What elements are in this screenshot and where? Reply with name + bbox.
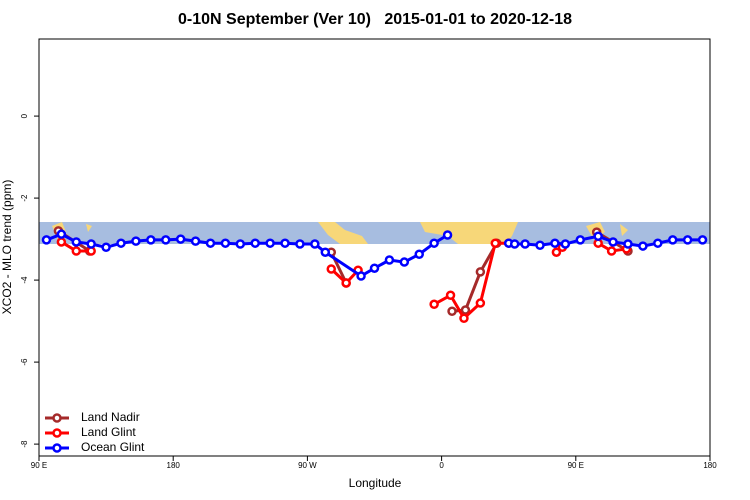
y-tick-label: -6 xyxy=(20,358,29,366)
data-point xyxy=(550,238,560,248)
data-point xyxy=(265,238,275,248)
data-point xyxy=(560,239,571,249)
x-tick-label: 180 xyxy=(703,461,717,470)
data-point xyxy=(235,239,246,249)
data-point xyxy=(131,236,141,246)
legend-marker xyxy=(52,413,62,423)
data-point xyxy=(116,238,126,248)
data-point xyxy=(356,271,366,281)
series-line xyxy=(451,242,499,313)
data-point xyxy=(475,267,486,277)
data-point xyxy=(682,235,693,245)
data-point xyxy=(653,238,663,248)
y-tick-label: 0 xyxy=(20,113,29,118)
plot-frame xyxy=(38,38,711,457)
land xyxy=(318,222,368,244)
legend-marker xyxy=(52,443,62,453)
data-point xyxy=(509,239,520,249)
chart-title: 0-10N September (Ver 10) 2015-01-01 to 2… xyxy=(178,11,572,28)
data-point xyxy=(638,241,648,251)
data-point xyxy=(475,298,486,308)
data-point xyxy=(280,238,290,248)
data-point xyxy=(86,239,96,249)
x-tick-label: 0 xyxy=(439,461,444,470)
data-point xyxy=(442,230,453,240)
data-point xyxy=(326,264,337,274)
x-tick-label: 90 E xyxy=(31,461,47,470)
data-point xyxy=(101,242,111,253)
data-point xyxy=(369,263,380,273)
data-point xyxy=(414,249,424,260)
legend-label: Ocean Glint xyxy=(81,440,145,454)
data-point xyxy=(445,290,456,301)
legend-marker xyxy=(52,428,62,438)
y-tick-label: -8 xyxy=(20,440,29,448)
y-axis-label: XCO2 - MLO trend (ppm) xyxy=(0,180,14,315)
ocean-strip xyxy=(39,222,710,244)
x-tick-label: 90 W xyxy=(298,461,317,470)
data-point xyxy=(551,247,562,257)
data-point xyxy=(429,299,439,310)
data-point xyxy=(190,236,201,246)
data-point xyxy=(535,240,545,250)
legend-label: Land Glint xyxy=(81,425,136,439)
data-point xyxy=(429,238,439,248)
data-point xyxy=(575,235,586,245)
data-point xyxy=(608,237,618,247)
data-point xyxy=(341,278,351,288)
data-point xyxy=(593,231,603,241)
series-line xyxy=(433,241,509,321)
data-point xyxy=(310,239,320,249)
data-point xyxy=(399,257,410,267)
data-point xyxy=(460,305,471,315)
data-point xyxy=(295,239,305,249)
data-point xyxy=(490,238,501,248)
data-point xyxy=(71,237,82,247)
x-tick-label: 180 xyxy=(167,461,181,470)
data-point xyxy=(146,235,156,245)
data-point xyxy=(606,246,617,256)
data-point xyxy=(447,306,457,317)
data-point xyxy=(41,235,52,245)
data-point xyxy=(175,234,186,244)
data-point xyxy=(56,237,67,247)
y-tick-label: -4 xyxy=(20,276,29,284)
data-point xyxy=(320,247,331,257)
land xyxy=(420,222,518,244)
data-point xyxy=(205,238,216,248)
data-point xyxy=(459,313,469,323)
legend-label: Land Nadir xyxy=(81,410,140,424)
data-point xyxy=(697,235,708,245)
data-point xyxy=(520,239,530,249)
x-tick-label: 90 E xyxy=(568,461,584,470)
x-axis-label: Longitude xyxy=(349,476,402,490)
data-point xyxy=(384,255,395,265)
data-point xyxy=(667,235,678,245)
data-point xyxy=(623,239,633,249)
y-tick-label: -2 xyxy=(20,194,29,202)
data-point xyxy=(250,238,260,248)
data-point xyxy=(160,235,171,245)
data-point xyxy=(220,238,231,248)
data-point xyxy=(71,246,82,256)
data-point xyxy=(56,229,67,239)
